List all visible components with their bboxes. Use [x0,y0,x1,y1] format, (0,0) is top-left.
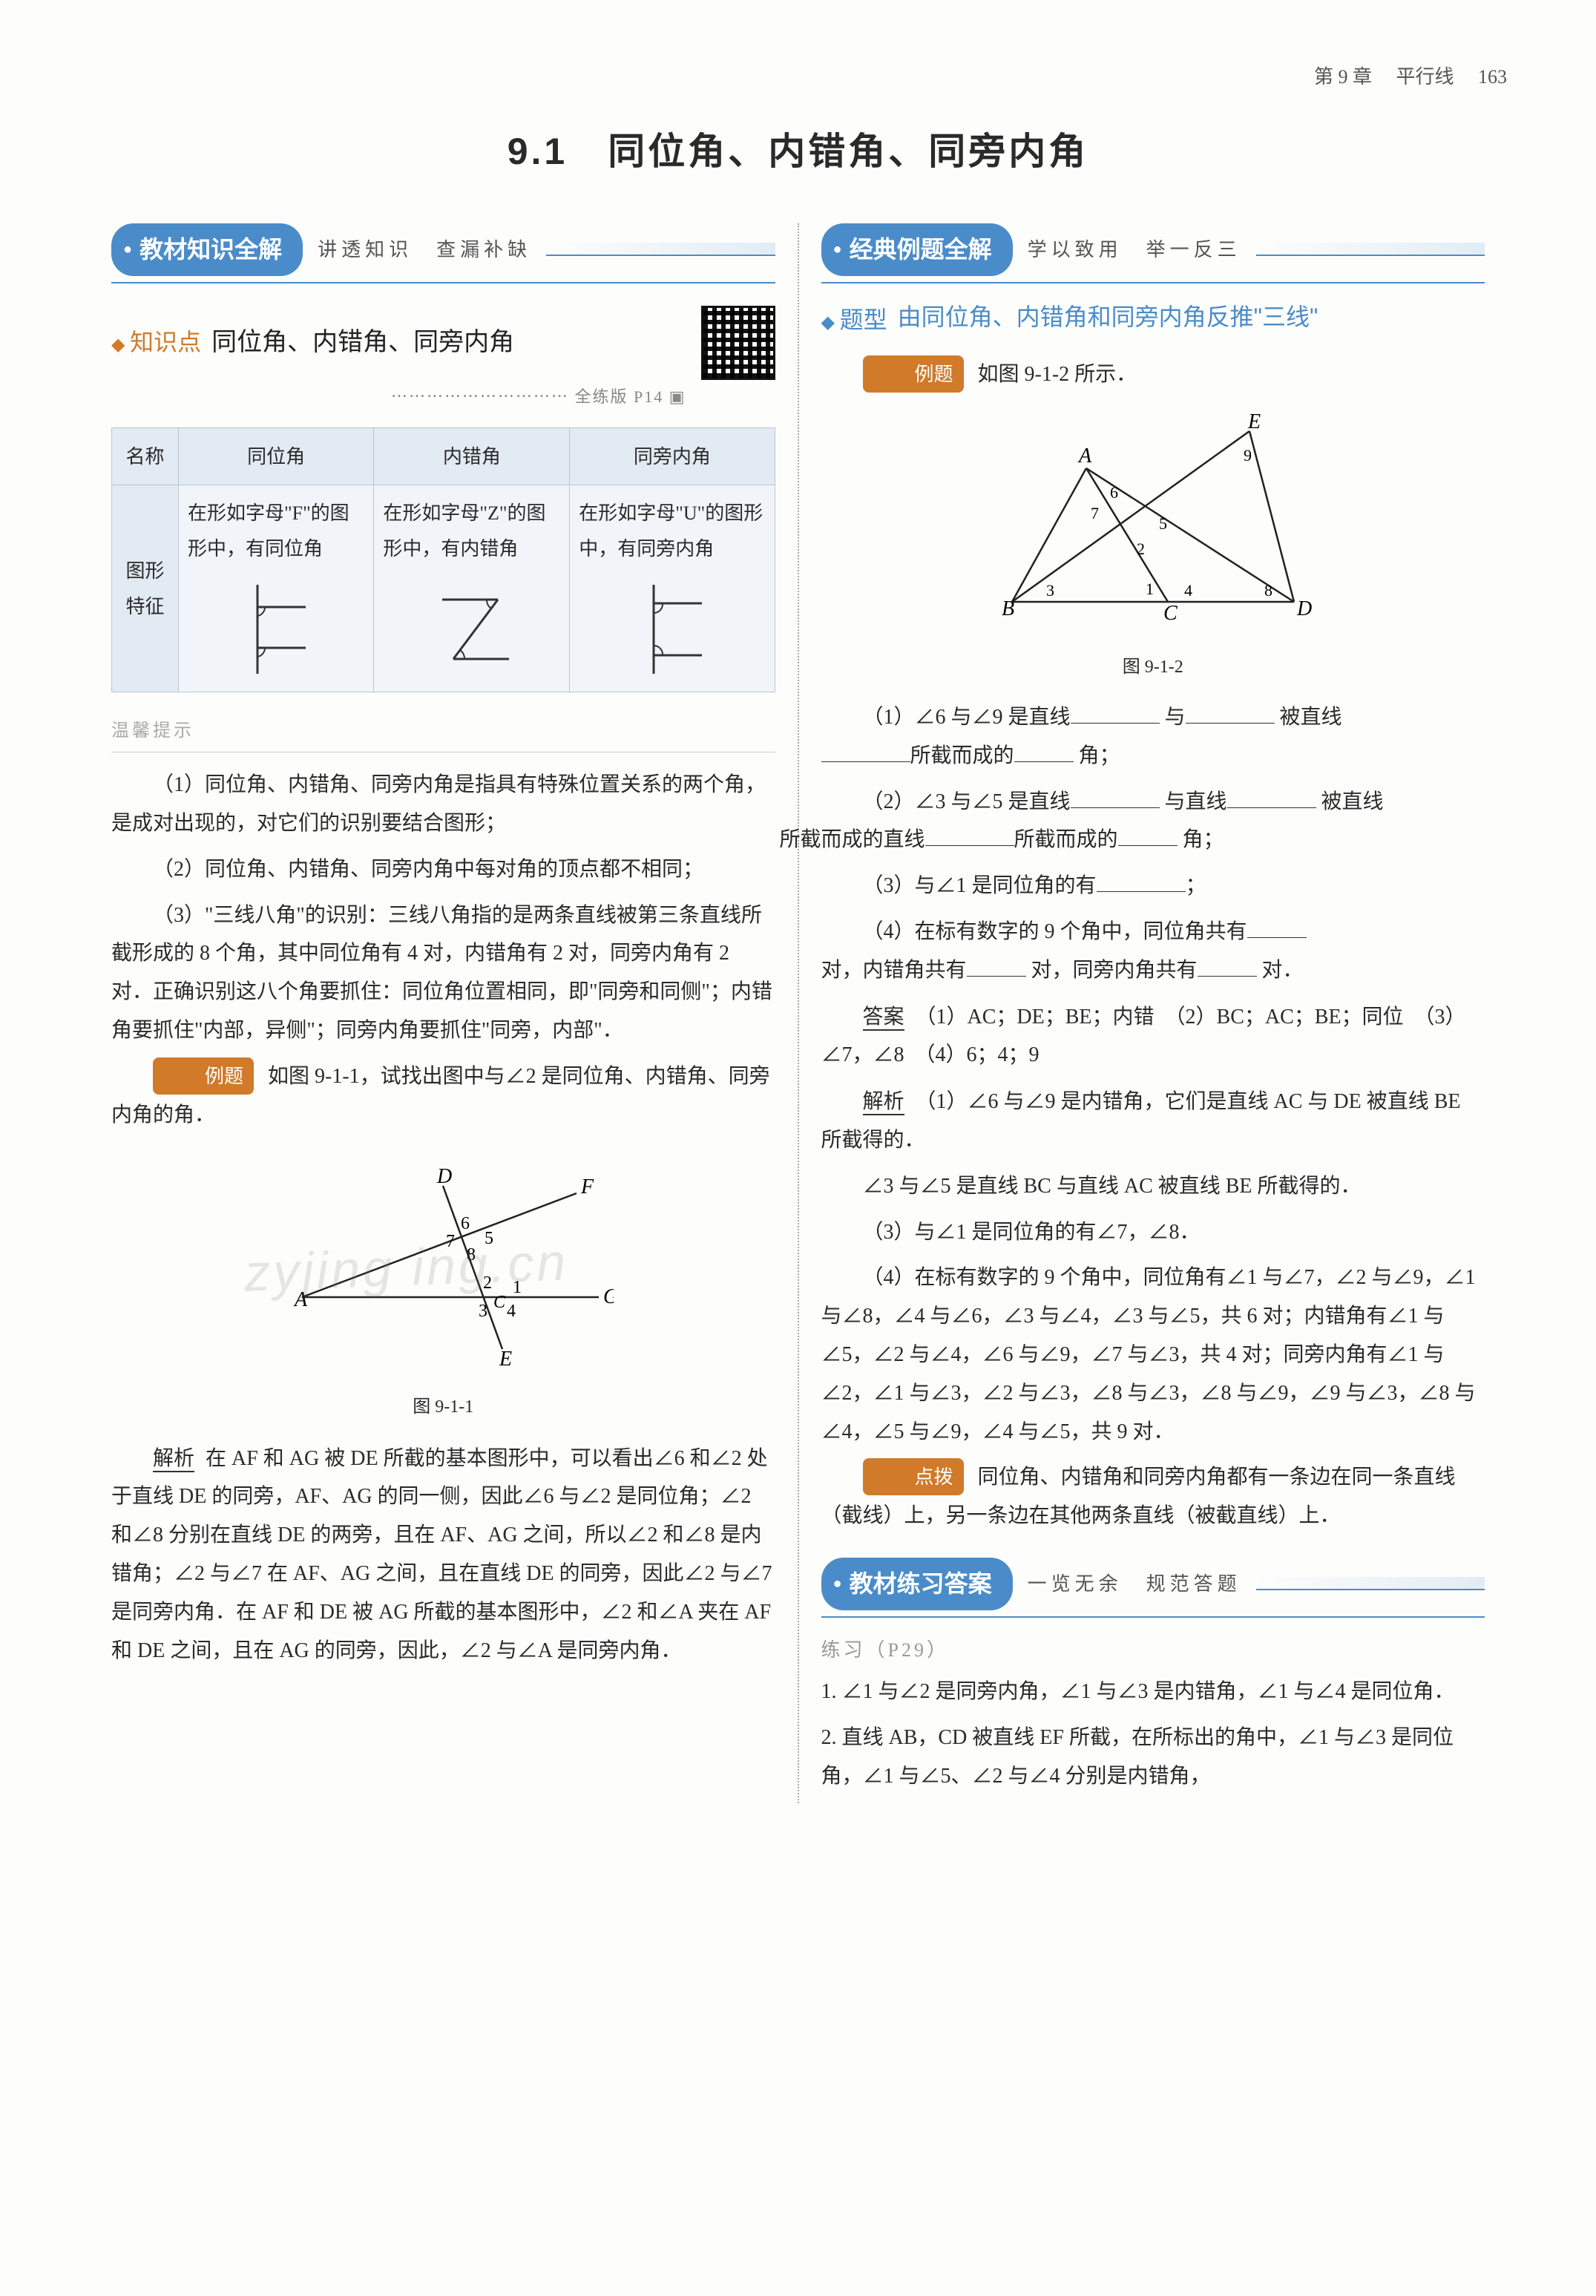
section-header-1: 教材知识全解 讲透知识 查漏补缺 [111,223,775,283]
right-column: 经典例题全解 学以致用 举一反三 题型 由同位角、内错角和同旁内角反推"三线" … [799,223,1508,1803]
type-title: 由同位角、内错角和同旁内角反推"三线" [898,298,1318,336]
jx-3: （3）与∠1 是同位角的有∠7，∠8． [821,1213,1485,1252]
svg-text:E: E [1247,410,1261,433]
cell-u: 在形如字母"U"的图形中，有同旁内角 [570,485,775,692]
svg-text:1: 1 [513,1278,522,1297]
th-col2: 内错角 [374,427,570,485]
example-tag-2: 例题 [863,355,964,393]
q1: （1）∠6 与∠9 是直线 与 被直线 所截而成的 角； [821,698,1485,775]
practice-a2: 2. 直线 AB，CD 被直线 EF 所截，在所标出的角中，∠1 与∠3 是同位… [821,1719,1485,1796]
svg-text:5: 5 [485,1229,493,1248]
section-header-3: 教材练习答案 一览无余 规范答题 [821,1558,1485,1618]
kp-title: 同位角、内错角、同旁内角 [211,319,690,366]
two-column-layout: 教材知识全解 讲透知识 查漏补缺 知识点 同位角、内错角、同旁内角 ⋯⋯⋯⋯⋯⋯… [89,223,1507,1803]
fig-caption-1: 图 9-1-1 [111,1391,775,1423]
tip-p2: （2）同位角、内错角、同旁内角中每对角的顶点都不相同； [111,850,775,889]
section-header-2: 经典例题全解 学以致用 举一反三 [821,223,1485,283]
angle-type-table: 名称 同位角 内错角 同旁内角 图形 特征 在形如字母"F"的图形中，有同位角 [111,427,775,692]
pill-answers: 教材练习答案 [821,1558,1013,1610]
solution-label-1: 解析 [153,1446,194,1472]
figure-9-1-2: A B C D E 1 2 3 4 5 6 7 8 9 [821,409,1485,645]
svg-text:7: 7 [1091,504,1099,522]
svg-text:7: 7 [446,1232,455,1251]
pill-sub-3: 一览无余 规范答题 [1028,1566,1241,1601]
knowledge-point-row: 知识点 同位角、内错角、同旁内角 [111,306,775,380]
type-label: 题型 [821,298,887,342]
svg-text:3: 3 [1046,581,1054,600]
jx-2: ∠3 与∠5 是直线 BC 与直线 AC 被直线 BE 所截得的． [821,1167,1485,1206]
th-name: 名称 [112,427,179,485]
svg-text:3: 3 [479,1302,487,1321]
svg-text:B: B [1002,597,1014,620]
z-shape-icon [383,577,560,681]
swoosh-decor [546,243,775,256]
practice-a1: 1. ∠1 与∠2 是同旁内角，∠1 与∠3 是内错角，∠1 与∠4 是同位角． [821,1673,1485,1711]
th-col3: 同旁内角 [570,427,775,485]
svg-text:A: A [293,1288,308,1311]
u-shape-icon [579,577,765,681]
page-header: 第 9 章 平行线 163 [89,59,1507,95]
cell-f: 在形如字母"F"的图形中，有同位角 [179,485,374,692]
svg-text:D: D [1296,597,1312,620]
warm-tip-label: 温馨提示 [111,715,775,752]
dianbo-tag: 点拨 [863,1458,964,1495]
svg-text:2: 2 [1137,539,1145,558]
practice-ref: 练习（P29） [821,1633,1485,1668]
svg-text:C: C [1163,602,1178,625]
svg-text:A: A [1077,445,1092,468]
example2-prompt: 例题 如图 9-1-2 所示． [821,355,1485,394]
f-shape-icon [188,577,364,681]
pill-examples: 经典例题全解 [821,223,1013,276]
svg-text:4: 4 [507,1302,516,1321]
swoosh-decor-2 [1256,243,1485,256]
type-title-row: 题型 由同位角、内错角和同旁内角反推"三线" [821,298,1485,342]
svg-text:5: 5 [1159,514,1167,533]
example1-solution: 解析 在 AF 和 AG 被 DE 所截的基本图形中，可以看出∠6 和∠2 处于… [111,1439,775,1670]
figure-9-1-1: A D F G E 5 6 7 8 1 2 3 4 C [111,1149,775,1385]
svg-text:8: 8 [467,1245,476,1265]
svg-text:F: F [580,1175,594,1198]
row-head-shape: 图形 特征 [112,485,179,692]
dianbo: 点拨 同位角、内错角和同旁内角都有一条边在同一条直线（截线）上，另一条边在其他两… [821,1458,1485,1535]
kp-sublink: ⋯⋯⋯⋯⋯⋯⋯⋯⋯⋯ 全练版 P14 ▣ [391,387,686,406]
chapter-label: 第 9 章 [1314,66,1372,88]
pill-sub-1: 讲透知识 查漏补缺 [318,232,531,267]
svg-text:E: E [499,1348,512,1371]
answer-label: 答案 [863,1005,904,1031]
svg-text:2: 2 [483,1273,492,1293]
left-column: 教材知识全解 讲透知识 查漏补缺 知识点 同位角、内错角、同旁内角 ⋯⋯⋯⋯⋯⋯… [89,223,799,1803]
svg-text:8: 8 [1264,581,1272,600]
jx-label: 解析 [863,1089,904,1115]
q3: （3）与∠1 是同位角的有； [821,867,1485,905]
example-tag-1: 例题 [153,1057,254,1095]
svg-text:G: G [603,1285,614,1308]
svg-text:4: 4 [1184,581,1192,600]
svg-text:6: 6 [461,1214,470,1233]
qr-code-icon [701,306,775,380]
svg-text:C: C [493,1293,506,1312]
svg-text:9: 9 [1244,446,1252,465]
page-number: 163 [1478,66,1507,88]
th-col1: 同位角 [179,427,374,485]
tip-p1: （1）同位角、内错角、同旁内角是指具有特殊位置关系的两个角，是成对出现的，对它们… [111,766,775,843]
svg-text:6: 6 [1110,483,1118,502]
topic-label: 平行线 [1396,66,1454,88]
kp-label: 知识点 [111,321,201,364]
svg-text:1: 1 [1146,580,1154,598]
swoosh-decor-3 [1256,1577,1485,1590]
example1-prompt: 例题 如图 9-1-1，试找出图中与∠2 是同位角、内错角、同旁内角的角． [111,1057,775,1135]
answer-line: 答案 （1）AC；DE；BE；内错 （2）BC；AC；BE；同位 （3）∠7，∠… [821,997,1485,1075]
svg-text:D: D [436,1165,452,1188]
section-title: 9.1 同位角、内错角、同旁内角 [89,117,1507,186]
jx-1: 解析 （1）∠6 与∠9 是内错角，它们是直线 AC 与 DE 被直线 BE 所… [821,1082,1485,1160]
pill-knowledge: 教材知识全解 [111,223,303,276]
cell-z: 在形如字母"Z"的图形中，有内错角 [374,485,570,692]
q2: （2）∠3 与∠5 是直线 与直线 被直线 所截而成的直线所截而成的 角； [821,783,1485,860]
pill-sub-2: 学以致用 举一反三 [1028,232,1241,267]
fig-caption-2: 图 9-1-2 [821,651,1485,683]
tip-p3: （3）"三线八角"的识别：三线八角指的是两条直线被第三条直线所截形成的 8 个角… [111,896,775,1050]
q4: （4）在标有数字的 9 个角中，同位角共有 对，内错角共有 对，同旁内角共有 对… [821,913,1485,990]
jx-4: （4）在标有数字的 9 个角中，同位角有∠1 与∠7，∠2 与∠9，∠1 与∠8… [821,1259,1485,1451]
